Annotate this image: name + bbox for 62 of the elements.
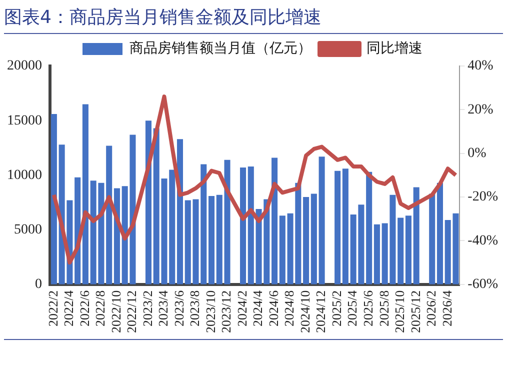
bar <box>429 194 436 284</box>
y-tick-label: 20000 <box>7 58 42 74</box>
bar <box>398 218 404 284</box>
bar <box>50 114 57 284</box>
x-tick-label: 2024/2 <box>234 290 250 327</box>
y2-tick-label: -60% <box>468 277 498 292</box>
x-tick-label: 2026/4 <box>439 290 454 327</box>
x-tick-label: 2023/10 <box>202 290 218 334</box>
legend-label: 商品房销售额当月值（亿元） <box>130 40 312 57</box>
legend-label: 同比增速 <box>366 40 422 57</box>
bar <box>82 104 88 284</box>
x-tick-label: 2022/2 <box>45 290 60 327</box>
y-tick-label: 10000 <box>7 168 42 183</box>
bar <box>216 194 222 284</box>
x-tick-label: 2022/4 <box>61 290 76 327</box>
bar <box>436 182 443 284</box>
x-tick-label: 2025/4 <box>344 290 360 327</box>
y2-tick-label: -40% <box>468 233 498 248</box>
x-tick-label: 2026/2 <box>424 290 439 327</box>
y2-tick-label: 0% <box>468 146 487 162</box>
bar <box>318 156 325 284</box>
x-tick-label: 2025/10 <box>392 290 408 334</box>
bar <box>248 166 254 284</box>
x-tick-label: 2023/2 <box>140 290 155 327</box>
chart-title: 图表4：商品房当月销售金额及同比增速 <box>4 6 322 29</box>
bar <box>342 168 348 284</box>
x-tick-label: 2024/12 <box>313 290 328 334</box>
y2-tick-label: 40% <box>468 58 494 74</box>
x-tick-label: 2023/4 <box>156 290 171 327</box>
y2-tick-label: 20% <box>468 102 494 118</box>
x-tick-label: 2025/8 <box>376 290 392 327</box>
x-tick-label: 2023/8 <box>187 290 202 327</box>
x-tick-label: 2025/2 <box>328 290 344 327</box>
y-tick-label: 15000 <box>7 113 42 128</box>
y-tick-label: 5000 <box>14 222 42 238</box>
x-tick-label: 2022/8 <box>92 290 108 327</box>
x-tick-label: 2025/12 <box>408 290 423 334</box>
x-tick-label: 2022/6 <box>76 290 92 327</box>
x-tick-label: 2023/12 <box>218 290 234 334</box>
bar <box>310 194 317 284</box>
x-tick-label: 2024/6 <box>266 290 281 327</box>
bar <box>208 196 215 284</box>
bar <box>240 168 246 284</box>
bar <box>334 170 341 284</box>
bar <box>413 187 420 284</box>
bar <box>405 216 412 284</box>
bar <box>366 172 372 284</box>
bar <box>279 216 286 284</box>
bar <box>272 158 278 284</box>
x-tick-label: 2025/6 <box>360 290 376 327</box>
x-tick-label: 2022/12 <box>124 290 140 334</box>
bar <box>106 146 112 284</box>
x-tick-label: 2023/6 <box>171 290 186 327</box>
y2-tick-label: -20% <box>468 190 498 205</box>
bar <box>303 197 310 284</box>
x-tick-label: 2024/4 <box>250 290 266 327</box>
bar <box>224 160 230 284</box>
x-tick-label: 2024/8 <box>282 290 297 327</box>
bar <box>374 224 380 284</box>
y-tick-label: 0 <box>35 277 42 292</box>
x-tick-label: 2024/10 <box>297 290 312 334</box>
x-tick-label: 2022/10 <box>108 290 124 334</box>
